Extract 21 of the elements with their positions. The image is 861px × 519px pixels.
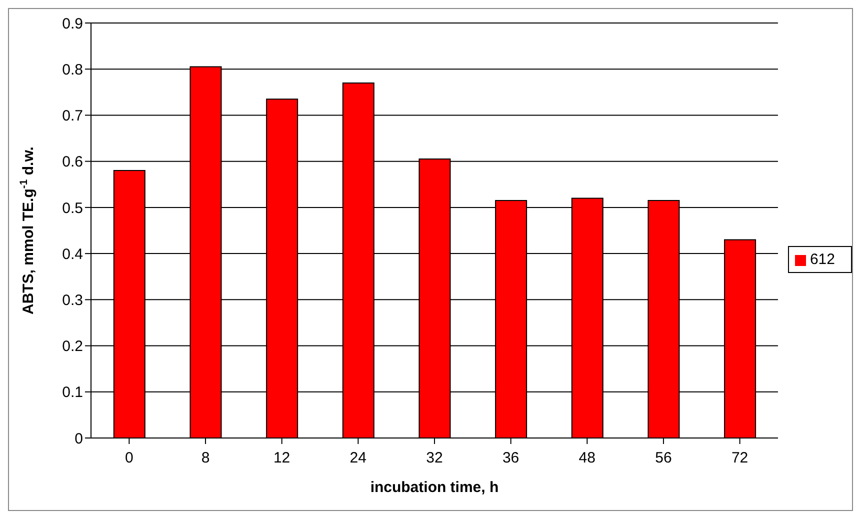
x-axis-title: incubation time, h: [370, 479, 499, 496]
x-tick-label: 24: [350, 450, 366, 467]
y-tick-label: 0.5: [62, 200, 83, 217]
x-tick-label: 32: [426, 450, 443, 467]
x-tick-label: 72: [731, 450, 748, 467]
x-tick-label: 48: [578, 450, 596, 467]
y-tick-label: 0.4: [62, 246, 83, 263]
y-tick-label: 0.1: [62, 384, 83, 402]
legend-label: 612: [810, 251, 835, 268]
y-tick-label: 0.3: [62, 292, 83, 309]
y-tick-label: 0.9: [62, 15, 83, 32]
x-tick-label: 56: [655, 450, 672, 467]
x-tick-label: 0: [124, 450, 134, 467]
x-tick-label: 36: [502, 450, 520, 467]
y-tick-label: 0.6: [62, 154, 83, 171]
x-tick-label: 12: [273, 450, 290, 467]
y-tick-label: 0: [74, 430, 83, 448]
y-tick-label: 0.7: [62, 108, 83, 125]
x-tick-label: 8: [201, 450, 210, 467]
y-tick-label: 0.8: [62, 61, 83, 78]
y-tick-label: 0.2: [62, 338, 83, 356]
